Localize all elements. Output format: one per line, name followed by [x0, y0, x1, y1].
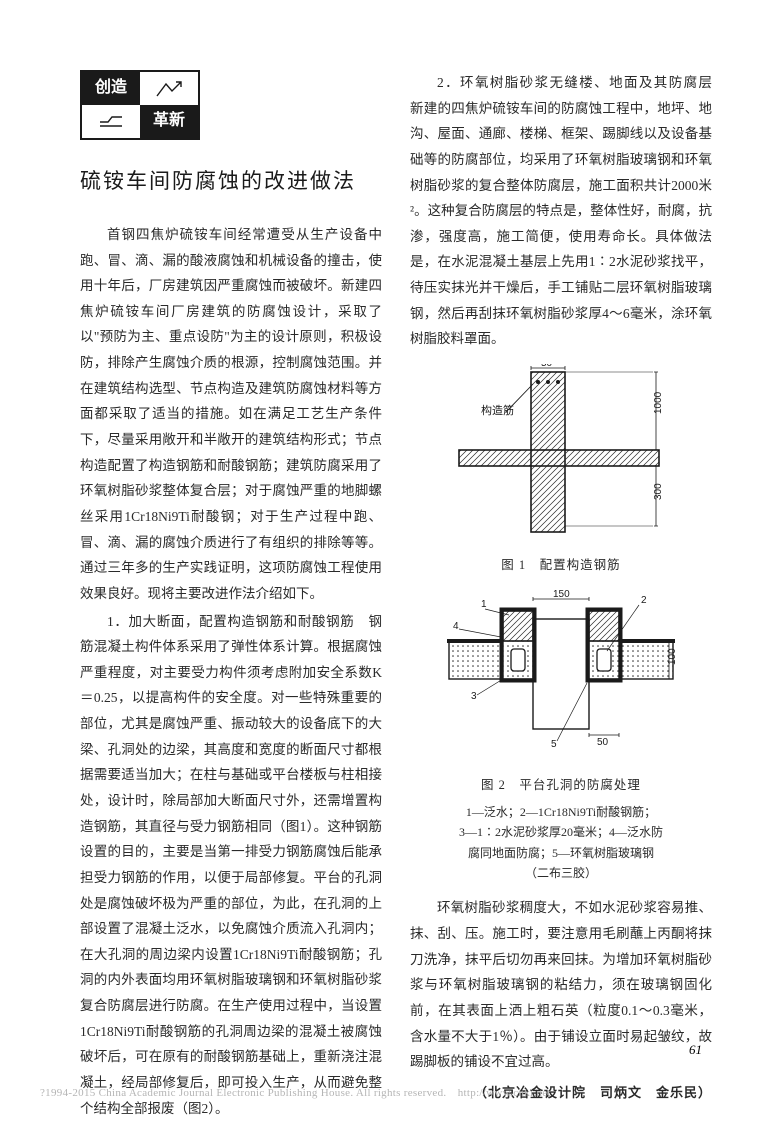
- fig1-dim-r1: 1000: [653, 391, 664, 414]
- svg-text:1: 1: [481, 599, 487, 610]
- badge-logo: 创造 革新: [80, 70, 200, 140]
- col1-para1: 首钢四焦炉硫铵车间经常遭受从生产设备中跑、冒、滴、漏的酸液腐蚀和机械设备的撞击，…: [80, 222, 382, 607]
- fig1-label: 构造筋: [481, 403, 514, 417]
- svg-text:2: 2: [641, 595, 647, 606]
- figure-1: 构造筋 50 1000 300 图 1 配置构造钢筋: [410, 364, 712, 577]
- fig2-dim-side: 100: [667, 648, 678, 665]
- figure-1-caption: 图 1 配置构造钢筋: [410, 554, 712, 578]
- figure-2-subcaption: 1—泛水；2—1Cr18Ni9Ti耐酸钢筋； 3—1∶2水泥砂浆厚20毫米；4—…: [410, 802, 712, 884]
- svg-text:3: 3: [471, 691, 477, 702]
- badge-br: 革新: [140, 105, 198, 138]
- col1-para2: 1．加大断面，配置构造钢筋和耐酸钢筋 钢筋混凝土构件体系采用了弹性体系计算。根据…: [80, 609, 382, 1122]
- figure-2-svg: 1 4 2 3 5 150 100 50: [441, 589, 681, 759]
- page-number: 61: [689, 1042, 702, 1058]
- left-column: 创造 革新 硫铵车间防腐蚀的改进做法 首钢四焦炉硫铵车间经常遭受从生产设备中跑、…: [80, 70, 382, 1123]
- right-column: 2．环氧树脂砂浆无缝楼、地面及其防腐层 新建的四焦炉硫铵车间的防腐蚀工程中，地坪…: [410, 70, 712, 1123]
- figure-2-caption: 图 2 平台孔洞的防腐处理: [410, 774, 712, 798]
- badge-bl-icon: [82, 105, 140, 138]
- figure-2: 1 4 2 3 5 150 100 50 图 2 平台孔洞的防腐处理 1—泛水；…: [410, 589, 712, 883]
- fig1-dim-r2: 300: [653, 483, 664, 500]
- col2-para2: 环氧树脂砂浆稠度大，不如水泥砂浆容易推、抹、刮、压。施工时，要注意用毛刷蘸上丙酮…: [410, 895, 712, 1074]
- footer-copyright: ?1994-2015 China Academic Journal Electr…: [40, 1084, 551, 1100]
- svg-text:5: 5: [551, 739, 557, 750]
- badge-tr-icon: [140, 72, 198, 105]
- fig2-dim-top: 150: [553, 589, 570, 600]
- badge-tl: 创造: [82, 72, 140, 105]
- article-title: 硫铵车间防腐蚀的改进做法: [80, 162, 382, 202]
- svg-text:4: 4: [453, 621, 459, 632]
- page-layout: 创造 革新 硫铵车间防腐蚀的改进做法 首钢四焦炉硫铵车间经常遭受从生产设备中跑、…: [80, 70, 712, 1123]
- fig1-dim-top: 50: [541, 364, 553, 369]
- col2-para1: 2．环氧树脂砂浆无缝楼、地面及其防腐层 新建的四焦炉硫铵车间的防腐蚀工程中，地坪…: [410, 70, 712, 352]
- fig2-dim-bottom: 50: [597, 737, 609, 748]
- figure-1-svg: 构造筋 50 1000 300: [451, 364, 671, 539]
